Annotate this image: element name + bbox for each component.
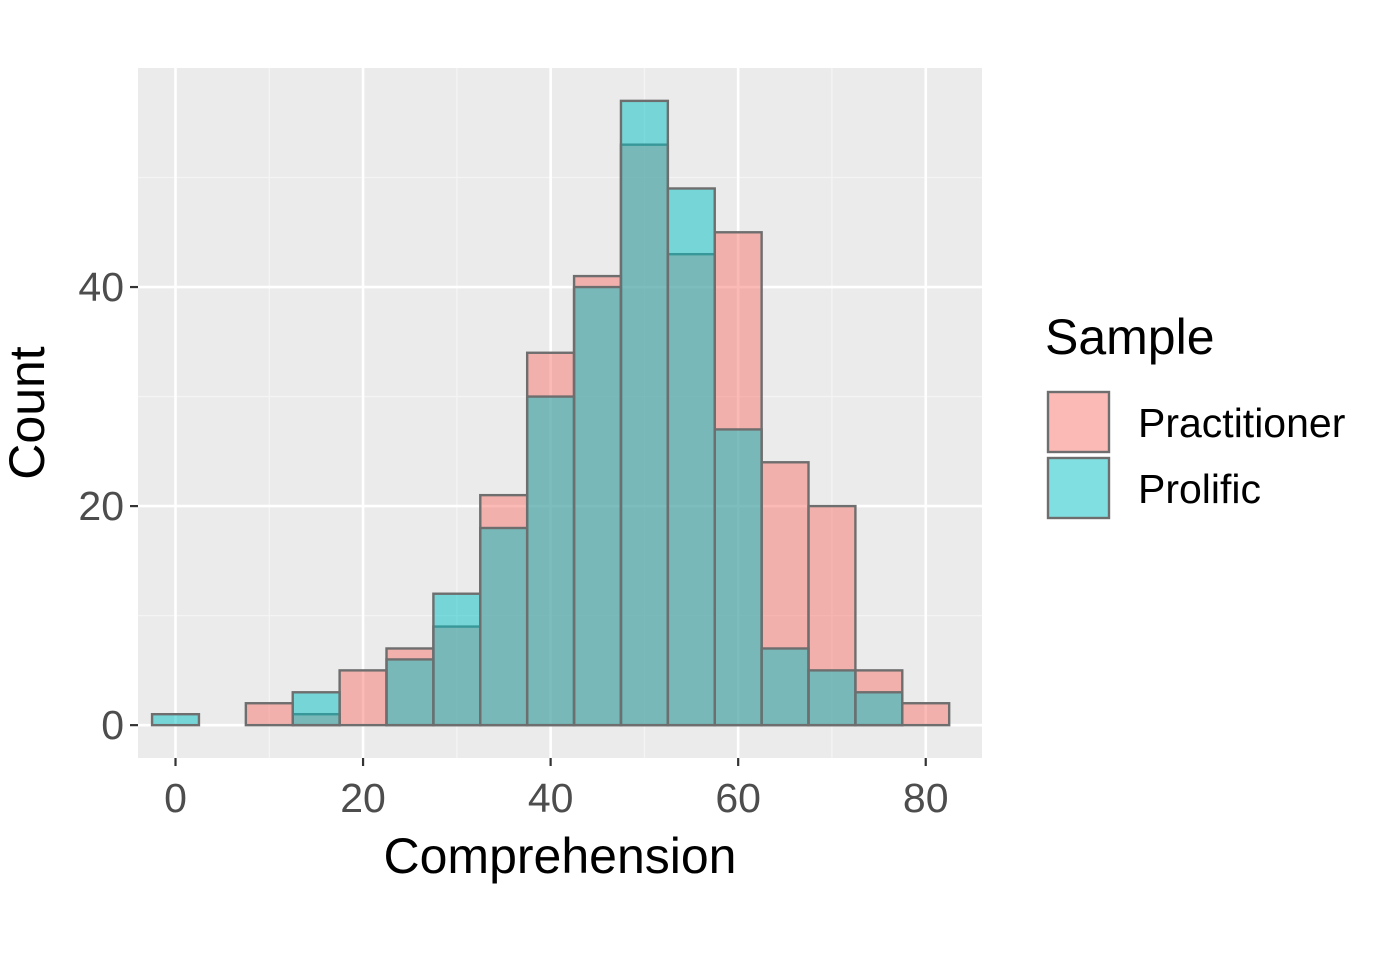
bar-prolific bbox=[807, 669, 857, 727]
bar-prolific bbox=[479, 526, 529, 727]
x-tick-label: 20 bbox=[340, 775, 386, 821]
bar-prolific bbox=[432, 592, 482, 727]
legend-label-prolific: Prolific bbox=[1138, 466, 1261, 512]
x-axis-title: Comprehension bbox=[384, 828, 737, 884]
legend-key-practitioner bbox=[1046, 390, 1111, 454]
bar-prolific bbox=[150, 712, 201, 727]
bar-prolific bbox=[854, 691, 904, 727]
legend: Sample Practitioner Prolific bbox=[1045, 309, 1345, 520]
bar-prolific bbox=[572, 285, 623, 727]
bar-prolific bbox=[619, 99, 670, 727]
axes: 0 20 40 60 80 0 20 40 bbox=[78, 264, 948, 821]
y-tick-label: 20 bbox=[78, 483, 124, 529]
bar-practitioner bbox=[244, 702, 294, 727]
bar-practitioner bbox=[901, 702, 951, 727]
bar-practitioner bbox=[338, 669, 388, 727]
bar-prolific bbox=[760, 647, 810, 727]
bar-prolific bbox=[713, 428, 763, 727]
bar-prolific bbox=[666, 187, 716, 727]
bar-prolific bbox=[291, 691, 341, 727]
y-tick-label: 40 bbox=[78, 264, 124, 310]
bar-prolific bbox=[385, 658, 435, 727]
legend-key-prolific bbox=[1046, 456, 1111, 520]
y-tick-label: 0 bbox=[101, 702, 124, 748]
bar-prolific bbox=[525, 395, 576, 727]
x-tick-label: 0 bbox=[164, 775, 187, 821]
x-tick-label: 60 bbox=[715, 775, 761, 821]
x-tick-label: 40 bbox=[528, 775, 574, 821]
histogram-bars bbox=[150, 99, 951, 727]
legend-title: Sample bbox=[1045, 309, 1215, 365]
legend-items: Practitioner Prolific bbox=[1046, 390, 1345, 520]
legend-label-practitioner: Practitioner bbox=[1138, 400, 1345, 446]
y-axis-title: Count bbox=[0, 346, 55, 480]
x-tick-label: 80 bbox=[903, 775, 949, 821]
